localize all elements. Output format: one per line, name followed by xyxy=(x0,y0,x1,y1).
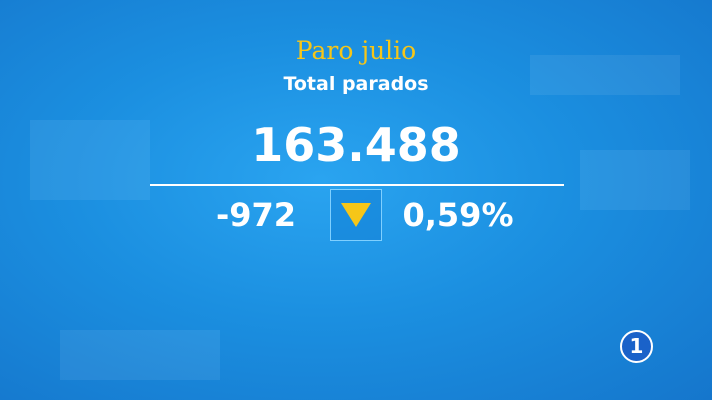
title: Paro julio xyxy=(295,36,417,65)
decoration xyxy=(580,150,690,210)
total-value: 163.488 xyxy=(251,118,461,172)
trend-indicator xyxy=(330,189,382,241)
decoration xyxy=(60,330,220,380)
triangle xyxy=(341,203,371,227)
decoration xyxy=(30,120,150,200)
down-arrow xyxy=(341,203,371,227)
channel-logo: 1 xyxy=(620,330,653,363)
subtitle: Total parados xyxy=(283,73,429,95)
absolute-change: -972 xyxy=(215,196,297,234)
percent-change: 0,59% xyxy=(402,196,514,234)
decoration xyxy=(530,55,680,95)
divider xyxy=(150,184,564,186)
